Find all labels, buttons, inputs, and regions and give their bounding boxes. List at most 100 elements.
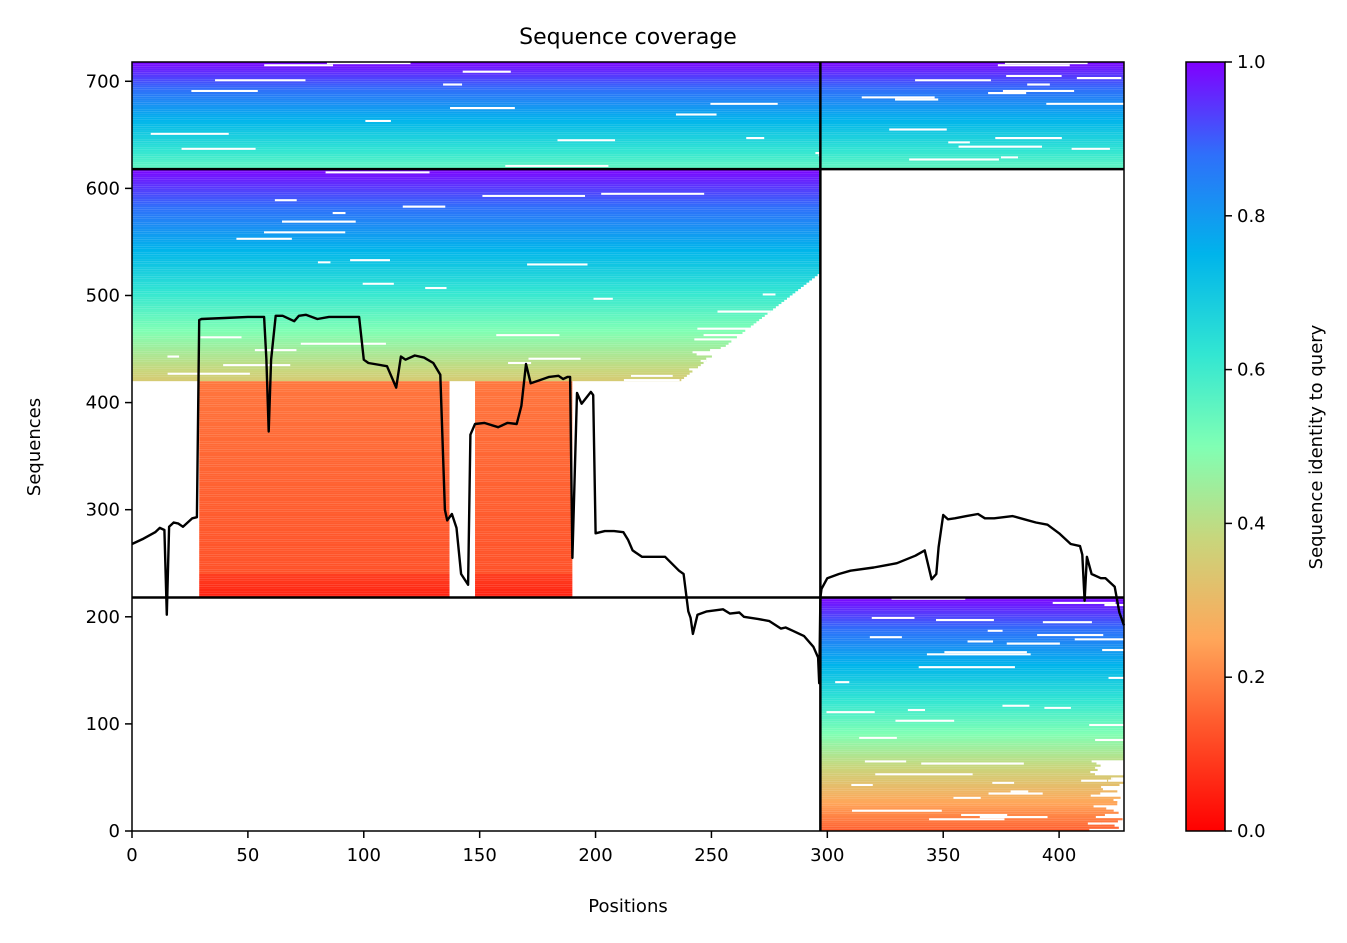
heatmap-gap — [948, 141, 970, 144]
heatmap-row — [820, 608, 1124, 611]
heatmap-row — [199, 582, 450, 585]
heatmap-row — [820, 663, 1124, 667]
heatmap-row — [132, 216, 821, 219]
heatmap-row — [820, 642, 1124, 645]
heatmap-row — [820, 696, 1124, 699]
heatmap-gap — [918, 666, 1015, 669]
heatmap-block — [820, 62, 1124, 170]
heatmap-row — [199, 486, 450, 489]
heatmap-gap — [1010, 790, 1029, 793]
heatmap-row — [820, 94, 1124, 97]
heatmap-row — [820, 738, 1124, 742]
heatmap-row — [199, 528, 450, 532]
heatmap-row — [132, 361, 704, 365]
heatmap-row — [820, 681, 1124, 684]
heatmap-row — [820, 736, 1124, 739]
colorbar-tick-label: 0.8 — [1237, 206, 1266, 227]
heatmap-row — [475, 477, 573, 480]
heatmap-row — [475, 449, 573, 452]
heatmap-row — [475, 509, 573, 512]
heatmap-gap — [167, 372, 250, 375]
x-axis-label: Positions — [588, 896, 667, 917]
heatmap-row — [132, 301, 782, 305]
heatmap-row — [132, 211, 821, 215]
heatmap-row — [820, 792, 1101, 795]
heatmap-gap — [264, 231, 346, 234]
heatmap-row — [132, 76, 821, 80]
heatmap-row — [820, 132, 1124, 135]
heatmap-gap — [1087, 822, 1102, 825]
heatmap-gap — [557, 139, 616, 142]
heatmap-row — [820, 655, 1124, 658]
heatmap-gap — [462, 70, 511, 73]
heatmap-row — [199, 415, 450, 418]
heatmap-row — [199, 404, 450, 407]
heatmap-gap — [895, 719, 955, 722]
heatmap-row — [199, 516, 450, 519]
heatmap-row — [820, 807, 1107, 810]
heatmap-row — [132, 201, 821, 204]
heatmap-row — [132, 374, 687, 377]
heatmap-row — [199, 509, 450, 512]
heatmap-row — [475, 447, 573, 450]
heatmap-row — [132, 325, 751, 328]
heatmap-gap — [995, 136, 1062, 140]
heatmap-row — [199, 383, 450, 386]
heatmap-row — [820, 89, 1124, 92]
heatmap-row — [199, 424, 450, 427]
heatmap-gap — [1076, 76, 1122, 80]
heatmap-row — [199, 513, 450, 517]
heatmap-row — [199, 430, 450, 433]
heatmap-row — [820, 708, 1124, 712]
heatmap-row — [132, 338, 695, 341]
heatmap-row — [820, 149, 1124, 152]
heatmap-row — [820, 730, 1124, 733]
heatmap-row — [199, 473, 450, 476]
heatmap-row — [199, 389, 450, 392]
heatmap-row — [132, 62, 821, 65]
colorbar: 0.0 0.2 0.4 0.6 0.8 1.0 — [1185, 52, 1266, 842]
heatmap-row — [475, 563, 573, 566]
heatmap-row — [475, 535, 573, 538]
heatmap-row — [132, 181, 821, 185]
heatmap-row — [132, 220, 821, 223]
heatmap-row — [132, 81, 821, 84]
heatmap-row — [820, 631, 1124, 634]
heatmap-row — [132, 289, 799, 292]
colorbar-tick-label: 1.0 — [1237, 52, 1266, 73]
heatmap-row — [132, 370, 693, 373]
heatmap-row — [820, 83, 1124, 86]
heatmap-row — [475, 498, 573, 502]
heatmap-row — [199, 398, 450, 401]
heatmap-gap — [815, 151, 821, 155]
heatmap-row — [820, 790, 1118, 793]
heatmap-row — [820, 85, 1124, 88]
heatmap-gap — [852, 809, 942, 812]
heatmap-gap — [450, 106, 515, 110]
heatmap-row — [132, 160, 821, 163]
heatmap-gap — [997, 64, 1070, 67]
heatmap-row — [820, 627, 1124, 630]
heatmap-row — [132, 295, 790, 298]
y-tick-label: 100 — [86, 714, 120, 735]
heatmap-row — [199, 488, 450, 491]
heatmap-row — [475, 490, 573, 493]
heatmap-gap — [264, 64, 334, 67]
heatmap-row — [132, 85, 821, 88]
heatmap-row — [132, 115, 821, 118]
axes-layer: 0 50 100 150 200 250 300 350 400 0 100 200 300 400 500… — [86, 61, 1125, 866]
heatmap-row — [820, 128, 1124, 131]
heatmap-row — [820, 741, 1124, 744]
heatmap-row — [820, 126, 1124, 129]
heatmap-row — [132, 156, 821, 159]
colorbar-tick-label: 0.6 — [1237, 360, 1266, 381]
heatmap-gap — [332, 211, 346, 215]
heatmap-gap — [1108, 676, 1124, 679]
heatmap-row — [132, 244, 821, 247]
heatmap-row — [820, 111, 1124, 114]
plot-frame — [131, 61, 1125, 832]
heatmap-row — [132, 334, 704, 337]
heatmap-gap — [326, 62, 411, 65]
heatmap-gap — [1044, 706, 1071, 709]
heatmap-row — [820, 98, 1124, 101]
